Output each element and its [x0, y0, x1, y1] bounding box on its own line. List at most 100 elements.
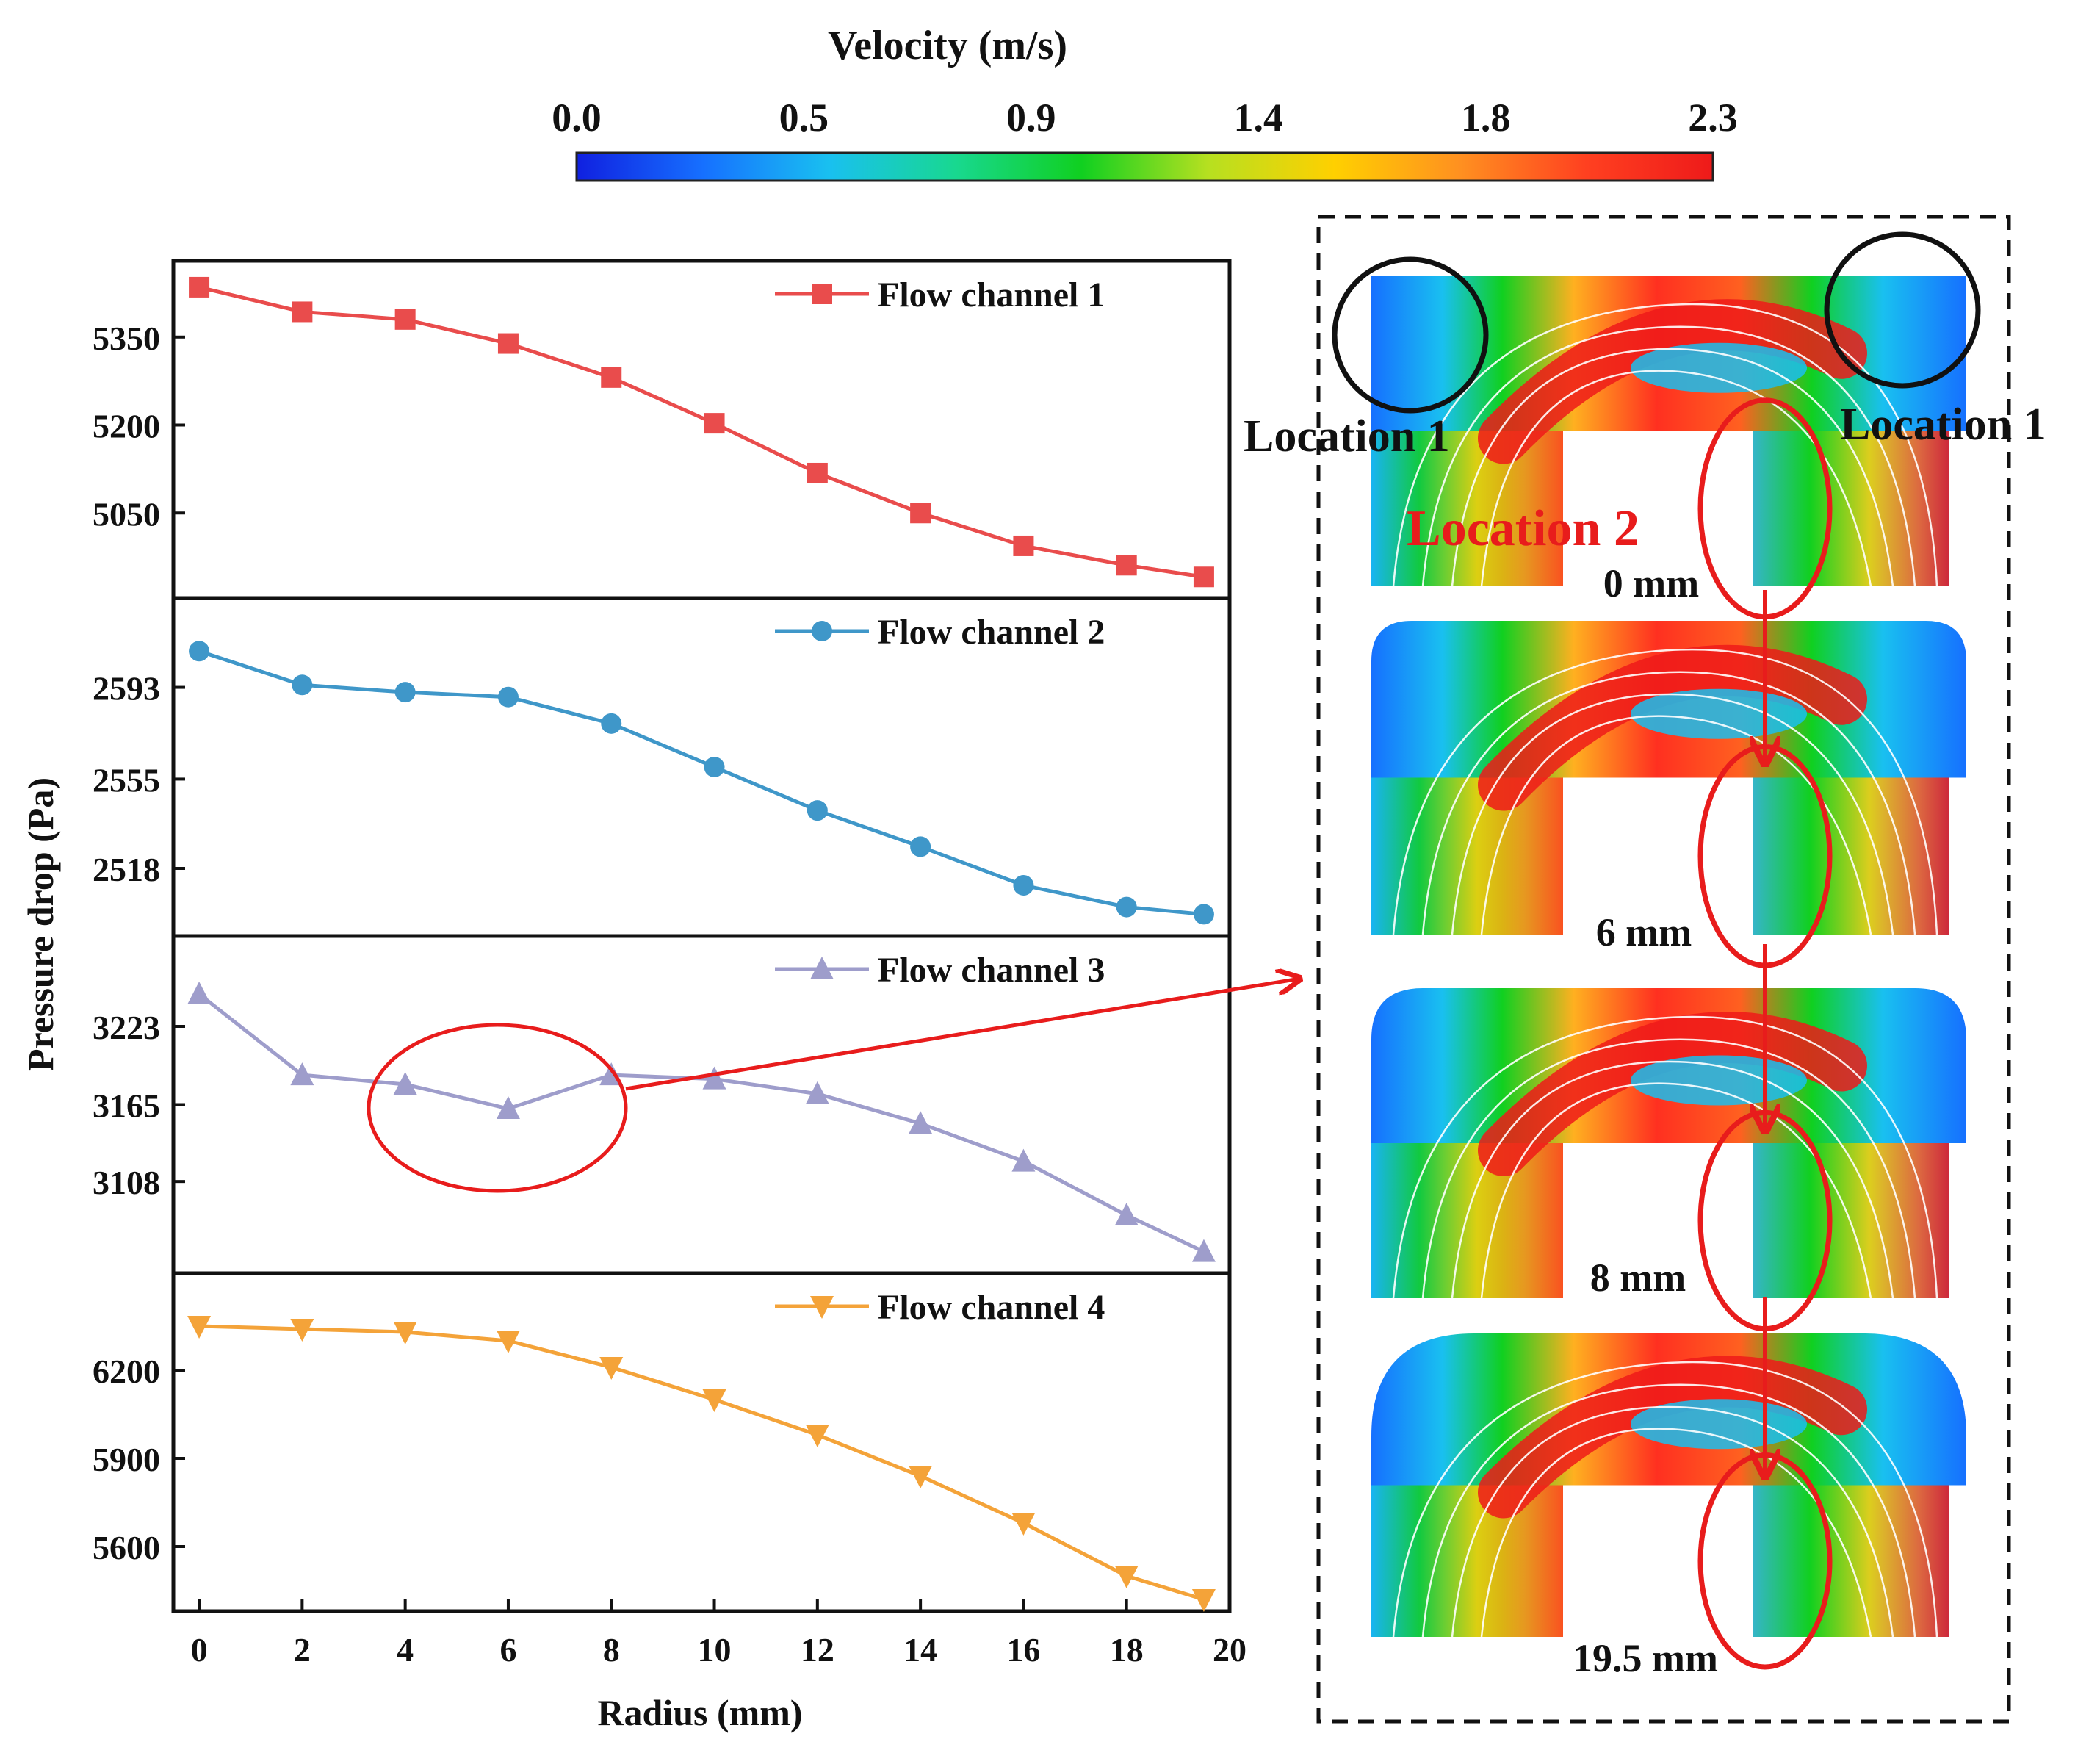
data-point: [601, 367, 622, 388]
low-velocity-zone: [1631, 342, 1807, 393]
data-point: [292, 674, 313, 696]
slice-label-19-5mm: 19.5 mm: [1573, 1636, 1718, 1680]
colorbar-title: Velocity (m/s): [828, 23, 1067, 68]
data-point: [909, 1466, 933, 1488]
data-point: [909, 1111, 933, 1134]
left-leg: [1371, 777, 1563, 935]
data-point: [189, 641, 210, 662]
y-axis-title: Pressure drop (Pa): [20, 777, 61, 1071]
data-point: [810, 957, 834, 979]
data-point: [292, 301, 313, 323]
data-point: [807, 800, 828, 821]
data-point: [393, 1322, 417, 1344]
legend-entry: Flow channel 1: [775, 276, 1105, 314]
y-tick-label: 6200: [93, 1353, 160, 1390]
data-point: [807, 462, 828, 483]
contour-line: [1480, 370, 1872, 587]
data-point: [702, 1066, 726, 1090]
low-velocity-zone: [1631, 688, 1807, 739]
series-line: [198, 649, 1205, 916]
x-tick-label: 14: [903, 1631, 937, 1668]
y-tick-label: 5600: [93, 1529, 160, 1566]
legend-label: Flow channel 1: [878, 276, 1105, 314]
contour-line: [1392, 1361, 1938, 1638]
y-tick-label: 5200: [93, 408, 160, 445]
colorbar-tick-label: 0.0: [552, 96, 602, 140]
high-velocity-core: [1478, 644, 1867, 811]
contour-line: [1421, 325, 1916, 587]
x-tick-label: 8: [603, 1631, 620, 1668]
data-point: [189, 276, 210, 298]
panel-flow-channel-3: 3108 3165 3223 Flow channel 3: [93, 934, 1232, 1275]
data-point: [1011, 1513, 1036, 1536]
data-point: [393, 1071, 417, 1095]
series-line: [198, 992, 1205, 1253]
data-point: [1193, 904, 1214, 925]
data-point: [1193, 566, 1214, 588]
colorbar-tick-label: 2.3: [1688, 96, 1738, 140]
data-point: [496, 1331, 520, 1353]
highlight-ellipse: [367, 1023, 628, 1193]
data-point: [1191, 1589, 1216, 1612]
contour-line: [1421, 1038, 1916, 1299]
location-2-label: Location 2: [1407, 500, 1639, 557]
legend-entry: Flow channel 2: [775, 613, 1105, 652]
data-point: [704, 757, 725, 777]
data-point: [290, 1062, 314, 1086]
contour-line: [1421, 1383, 1916, 1638]
x-axis-title: Radius (mm): [597, 1692, 802, 1733]
data-point: [1116, 896, 1137, 918]
location-1-right-label: Location 1: [1840, 400, 2046, 450]
data-point: [812, 284, 832, 304]
data-point: [805, 1081, 829, 1104]
legend-label: Flow channel 3: [878, 951, 1105, 990]
left-leg: [1371, 1143, 1563, 1298]
data-point: [812, 621, 832, 641]
y-tick-label: 3108: [93, 1164, 160, 1201]
contour-line: [1392, 648, 1938, 935]
legend-entry: Flow channel 4: [775, 1288, 1105, 1327]
x-tick-label: 12: [801, 1631, 834, 1668]
data-point: [1011, 1148, 1036, 1172]
contour-line: [1480, 715, 1872, 935]
contour-slice: [1371, 621, 1966, 968]
contour-line: [1451, 348, 1894, 587]
data-point: [910, 836, 931, 857]
velocity-contour-slices: [1371, 276, 1966, 1670]
x-tick-label: 10: [698, 1631, 732, 1668]
data-point: [1013, 875, 1034, 896]
data-point: [810, 1296, 834, 1319]
data-point: [805, 1425, 829, 1447]
data-point: [704, 413, 725, 434]
y-tick-label: 5350: [93, 320, 160, 357]
panel-flow-channel-2: 2518 2555 2593 Flow channel 2: [93, 596, 1232, 938]
y-tick-label: 3223: [93, 1009, 160, 1046]
location-1-left-label: Location 1: [1244, 411, 1450, 461]
data-point: [601, 713, 622, 734]
contour-slice: [1371, 988, 1966, 1332]
contour-line: [1480, 1082, 1872, 1299]
contour-line: [1421, 671, 1916, 935]
y-tick-label: 5900: [93, 1441, 160, 1478]
left-leg: [1371, 1485, 1563, 1637]
x-tick-label: 20: [1213, 1631, 1246, 1668]
data-point: [187, 981, 212, 1004]
data-point: [1114, 1566, 1139, 1588]
slice-label-8mm: 8 mm: [1590, 1256, 1686, 1300]
panel-flow-channel-4: 5600 5900 6200 Flow channel 4: [93, 1271, 1232, 1613]
series-line: [199, 1324, 1205, 1602]
colorbar-tick-label: 1.4: [1233, 96, 1283, 140]
data-point: [496, 1096, 520, 1120]
y-tick-label: 2593: [93, 670, 160, 708]
contour-slice: [1371, 1333, 1966, 1670]
y-tick-label: 2555: [93, 761, 160, 799]
location-1-right-circle: [1824, 231, 1981, 389]
slice-label-0mm: 0 mm: [1603, 561, 1699, 605]
high-velocity-core: [1478, 1012, 1867, 1176]
data-point: [1114, 1203, 1139, 1226]
colorbar-tick-label: 0.9: [1006, 96, 1056, 140]
x-tick-label: 18: [1110, 1631, 1144, 1668]
data-point: [1013, 535, 1034, 556]
data-point: [497, 333, 519, 354]
